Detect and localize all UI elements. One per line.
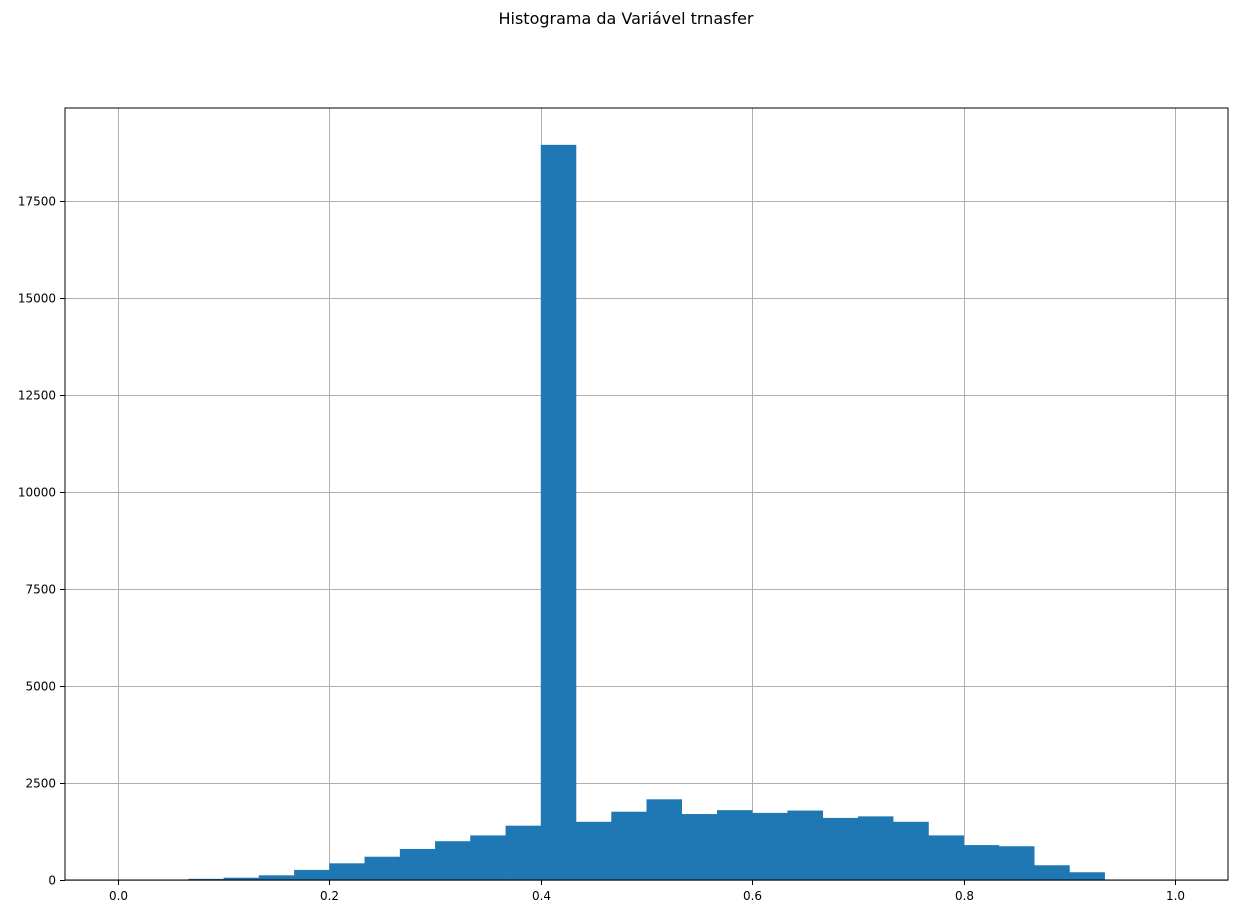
histogram-bar [611, 811, 647, 880]
histogram-bar [822, 817, 859, 880]
y-tick-label: 10000 [18, 486, 56, 500]
histogram-bar [188, 878, 224, 880]
x-axis-ticks: 0.0 0.2 0.4 0.6 0.8 1.0 [109, 880, 1185, 903]
histogram-bar [752, 812, 788, 880]
histogram-bar [294, 869, 330, 880]
histogram-bar [1069, 872, 1105, 880]
histogram-bar [505, 825, 542, 880]
histogram-bar [258, 875, 295, 880]
x-tick-label: 0.0 [109, 889, 128, 903]
histogram-bar [329, 863, 365, 880]
y-tick-label: 15000 [18, 292, 56, 306]
histogram-bar [364, 856, 401, 880]
histogram-bar [223, 877, 260, 880]
grid-lines [65, 108, 1228, 881]
histogram-bar [1034, 865, 1070, 880]
chart-title: Histograma da Variável trnasfer [498, 9, 753, 28]
y-tick-label: 0 [48, 874, 56, 888]
x-tick-label: 0.4 [532, 889, 551, 903]
histogram-bars [117, 144, 1176, 881]
histogram-bar [717, 810, 753, 880]
histogram-bar [998, 846, 1035, 880]
histogram-bar [399, 848, 436, 880]
y-tick-label: 17500 [18, 195, 56, 209]
histogram-bar [681, 814, 718, 880]
histogram-bar [646, 799, 683, 880]
y-tick-label: 7500 [25, 583, 56, 597]
y-tick-label: 12500 [18, 389, 56, 403]
histogram-bar [787, 810, 824, 880]
histogram-bar [540, 144, 577, 881]
x-tick-label: 1.0 [1166, 889, 1185, 903]
y-tick-label: 2500 [25, 777, 56, 791]
x-tick-label: 0.8 [955, 889, 974, 903]
histogram-bar [470, 835, 506, 880]
y-axis-ticks: 0 2500 5000 7500 10000 12500 15000 17500 [18, 195, 65, 888]
x-tick-label: 0.2 [320, 889, 339, 903]
histogram-bar [963, 845, 1000, 880]
histogram-bar [575, 821, 612, 880]
axes-frame [64, 107, 1229, 881]
histogram-bar [435, 841, 471, 880]
y-tick-label: 5000 [25, 680, 56, 694]
x-tick-label: 0.6 [743, 889, 762, 903]
histogram-bar [893, 821, 929, 880]
histogram-bar [928, 835, 964, 880]
histogram-bar [857, 816, 894, 880]
